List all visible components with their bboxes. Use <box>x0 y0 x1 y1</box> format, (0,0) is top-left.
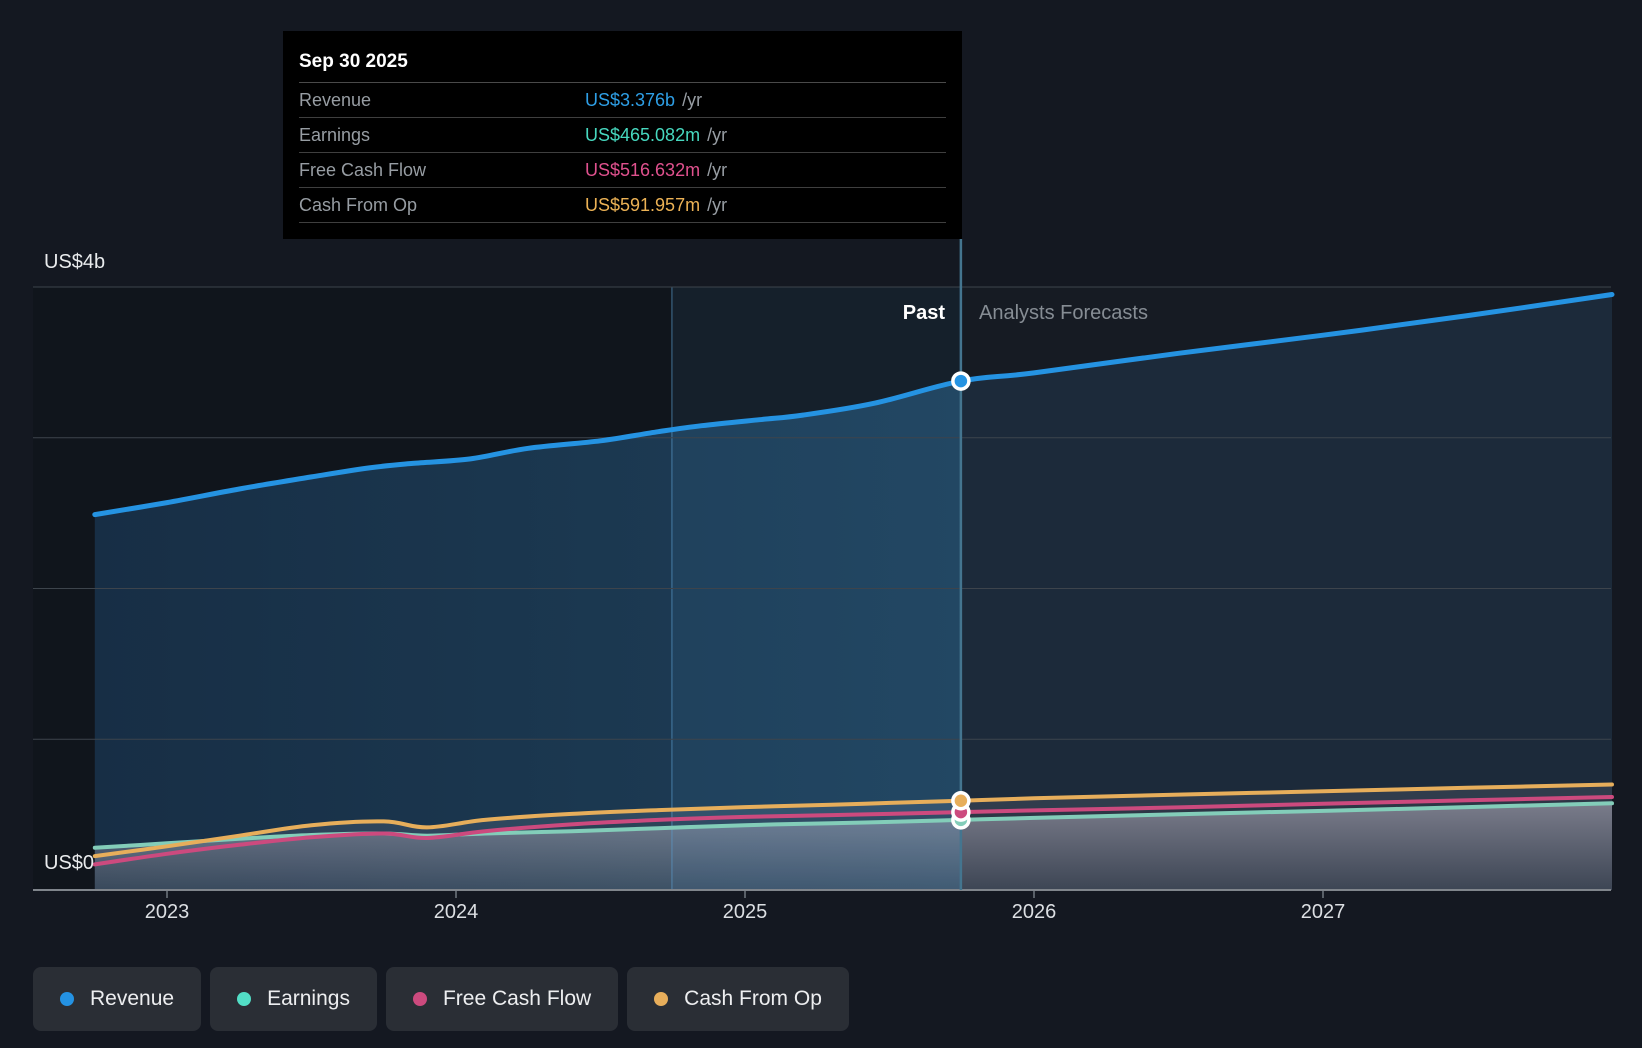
tooltip-row-suffix: /yr <box>707 159 728 180</box>
tooltip-row-earnings: Earnings US$465.082m/yr <box>299 118 946 153</box>
legend-item-earnings[interactable]: Earnings <box>210 967 377 1031</box>
legend-item-label: Cash From Op <box>684 987 822 1010</box>
legend-item-label: Earnings <box>267 987 350 1010</box>
tooltip-row-suffix: /yr <box>682 89 703 110</box>
y-axis-label-bottom: US$0 <box>44 852 95 874</box>
x-axis-label-2024: 2024 <box>433 901 479 923</box>
legend-item-revenue[interactable]: Revenue <box>33 967 202 1031</box>
tooltip-rows: Revenue US$3.376b/yr Earnings US$465.082m/y… <box>299 83 946 223</box>
legend-item-label: Revenue <box>90 987 175 1010</box>
x-axis-label-2023: 2023 <box>144 901 190 923</box>
tooltip-row-label: Free Cash Flow <box>299 159 427 180</box>
tooltip-date: Sep 30 2025 <box>299 52 946 83</box>
tooltip-row-label: Revenue <box>299 89 372 110</box>
tooltip-row-label: Cash From Op <box>299 194 418 215</box>
tooltip-row-value: US$465.082m <box>585 124 701 145</box>
legend-color-dot-icon <box>412 992 427 1006</box>
y-axis-label-top: US$4b <box>44 251 106 273</box>
legend-color-dot-icon <box>60 992 74 1006</box>
tooltip-row-value: US$516.632m <box>585 159 701 180</box>
tooltip-row-suffix: /yr <box>707 124 728 145</box>
forecast-section-label: Analysts Forecasts <box>979 302 1148 324</box>
tooltip-row-suffix: /yr <box>707 194 728 215</box>
legend-item-label: Free Cash Flow <box>442 987 592 1010</box>
x-axis-label-2026: 2026 <box>1011 901 1057 923</box>
chart-legend: Revenue Earnings Free Cash Flow Cash From O… <box>33 967 849 1031</box>
x-axis-label-2027: 2027 <box>1300 901 1346 923</box>
tooltip-row-value: US$3.376b <box>585 89 676 110</box>
legend-color-dot-icon <box>654 992 669 1006</box>
tooltip-row-cash-from-op: Cash From Op US$591.957m/yr <box>299 188 946 223</box>
tooltip-row-label: Earnings <box>299 124 371 145</box>
legend-color-dot-icon <box>237 992 252 1006</box>
x-axis-label-2025: 2025 <box>722 901 768 923</box>
tooltip-row-revenue: Revenue US$3.376b/yr <box>299 83 946 118</box>
legend-item-free-cash-flow[interactable]: Free Cash Flow <box>385 967 619 1031</box>
chart-tooltip: Sep 30 2025 Revenue US$3.376b/yr Earnings U… <box>283 31 962 239</box>
tooltip-row-free-cash-flow: Free Cash Flow US$516.632m/yr <box>299 153 946 188</box>
tooltip-row-value: US$591.957m <box>585 194 701 215</box>
legend-item-cash-from-op[interactable]: Cash From Op <box>627 967 849 1031</box>
past-section-label: Past <box>902 302 945 324</box>
